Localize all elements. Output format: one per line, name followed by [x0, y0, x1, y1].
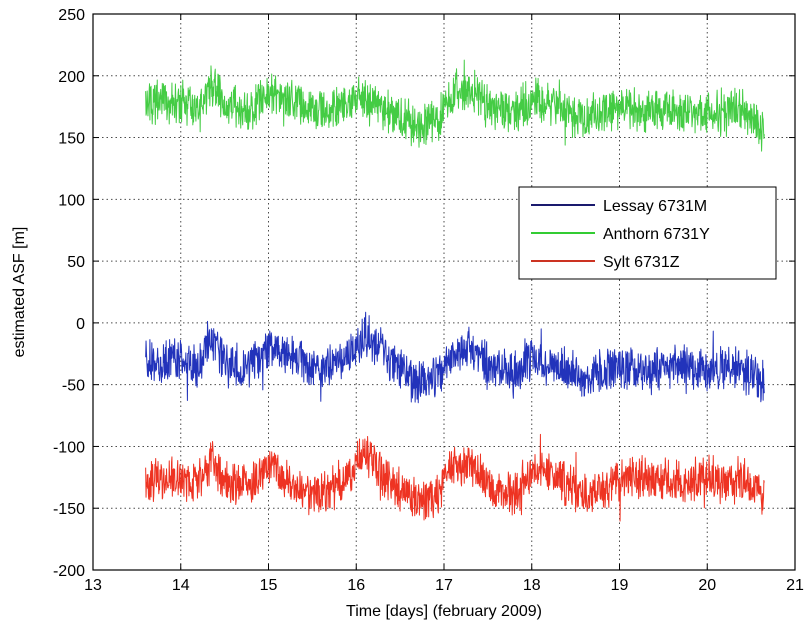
y-tick-label: -200 [53, 563, 85, 580]
y-tick-label: 0 [76, 316, 85, 333]
x-tick-label: 20 [698, 577, 716, 594]
grid-lines [93, 14, 795, 570]
x-tick-label: 14 [172, 577, 190, 594]
x-tick-label: 18 [523, 577, 541, 594]
y-tick-label: 150 [58, 131, 85, 148]
legend-label: Sylt 6731Z [603, 254, 680, 271]
y-tick-label: -150 [53, 501, 85, 518]
y-tick-label: 200 [58, 69, 85, 86]
axis-ticks: 13 14 15 16 17 18 19 20 21 -200 -150 -100 -50 0 50 100 1… [53, 7, 804, 594]
legend-label: Anthorn 6731Y [603, 226, 710, 243]
legend-label: Lessay 6731M [603, 198, 707, 215]
x-tick-label: 17 [435, 577, 453, 594]
y-tick-label: 50 [67, 254, 85, 271]
series-lines [145, 59, 765, 522]
x-tick-label: 16 [347, 577, 365, 594]
legend: Lessay 6731M Anthorn 6731Y Sylt 6731Z [518, 186, 777, 280]
y-axis-label: estimated ASF [m] [11, 227, 28, 358]
x-tick-label: 13 [84, 577, 102, 594]
y-tick-label: -100 [53, 439, 85, 456]
x-axis-label: Time [days] (february 2009) [346, 603, 542, 620]
y-tick-label: 250 [58, 7, 85, 24]
x-tick-label: 15 [260, 577, 278, 594]
y-tick-label: -50 [62, 378, 85, 395]
series-line [145, 433, 765, 522]
x-tick-label: 21 [786, 577, 804, 594]
x-tick-label: 19 [611, 577, 629, 594]
series-line [145, 59, 765, 152]
series-line [145, 311, 765, 404]
y-tick-label: 100 [58, 192, 85, 209]
